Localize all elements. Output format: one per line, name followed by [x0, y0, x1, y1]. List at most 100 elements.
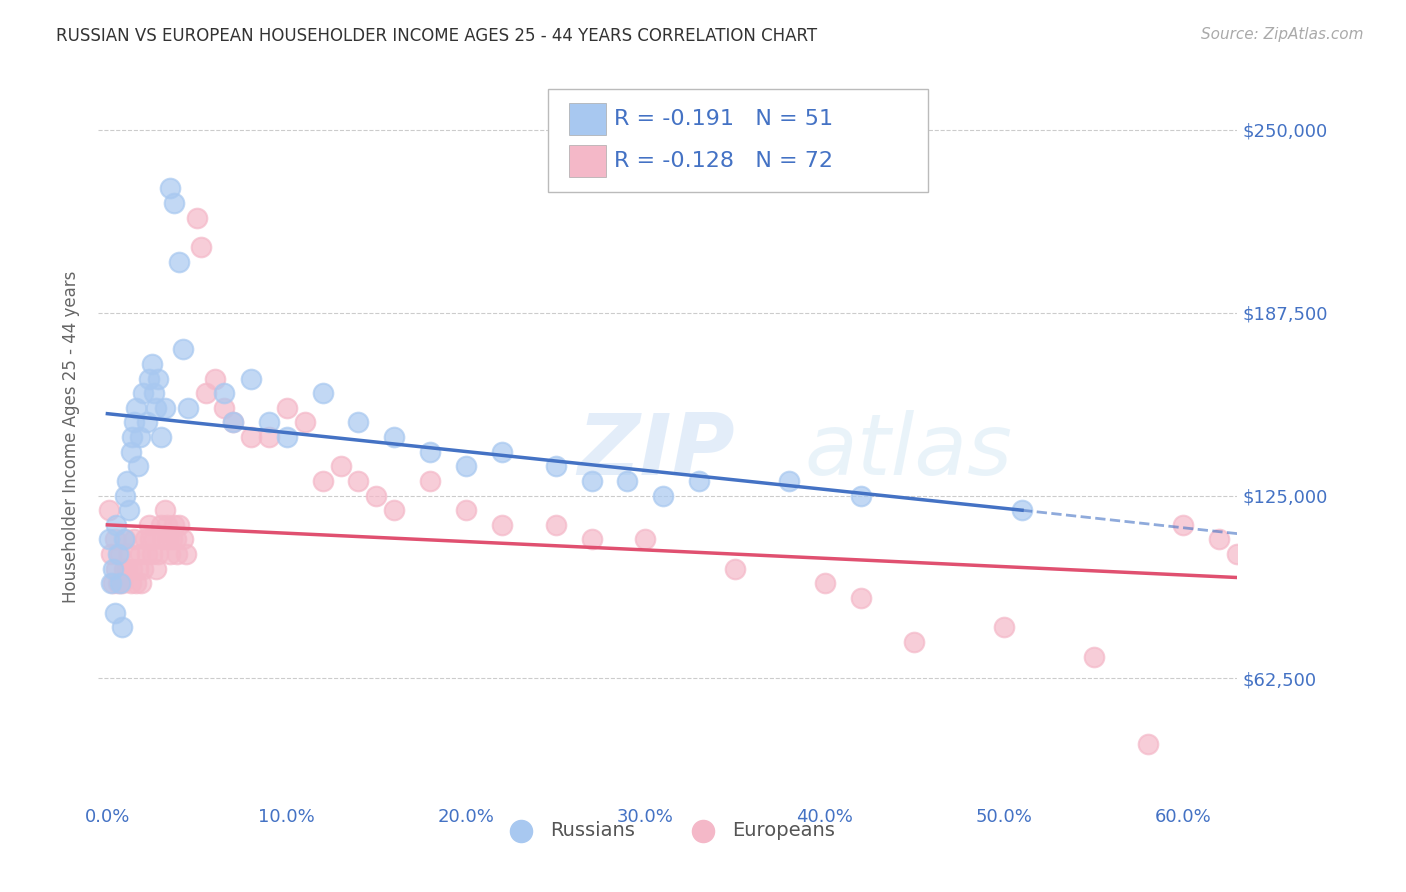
- Point: [127, 459, 149, 474]
- Point: [141, 547, 163, 561]
- Point: [190, 240, 212, 254]
- Point: [212, 401, 235, 415]
- Point: [128, 547, 150, 561]
- Point: [150, 430, 173, 444]
- Point: [159, 181, 181, 195]
- Point: [165, 533, 187, 547]
- Point: [139, 533, 162, 547]
- Point: [688, 474, 710, 488]
- Point: [222, 416, 245, 430]
- Point: [111, 576, 134, 591]
- Point: [157, 533, 180, 547]
- Point: [366, 489, 388, 503]
- Point: [111, 620, 134, 634]
- Point: [121, 430, 143, 444]
- Point: [135, 416, 157, 430]
- Point: [100, 547, 122, 561]
- Point: [167, 254, 190, 268]
- Point: [1226, 547, 1249, 561]
- Point: [491, 517, 513, 532]
- Point: [150, 517, 173, 532]
- Point: [120, 444, 142, 458]
- Point: [153, 401, 176, 415]
- Point: [1011, 503, 1033, 517]
- Point: [125, 401, 148, 415]
- Point: [204, 371, 226, 385]
- Point: [145, 401, 167, 415]
- Point: [239, 371, 262, 385]
- Point: [222, 416, 245, 430]
- Point: [212, 386, 235, 401]
- Point: [329, 459, 352, 474]
- Point: [100, 576, 122, 591]
- Point: [195, 386, 218, 401]
- Point: [1083, 649, 1105, 664]
- Legend: Russians, Europeans: Russians, Europeans: [494, 814, 842, 848]
- Point: [163, 196, 186, 211]
- Text: R = -0.191   N = 51: R = -0.191 N = 51: [614, 109, 834, 128]
- Point: [145, 562, 167, 576]
- Point: [176, 547, 198, 561]
- Point: [112, 562, 135, 576]
- Point: [124, 533, 146, 547]
- Point: [257, 416, 280, 430]
- Point: [112, 533, 135, 547]
- Point: [125, 576, 148, 591]
- Point: [103, 533, 125, 547]
- Point: [311, 474, 333, 488]
- Point: [105, 517, 128, 532]
- Point: [153, 503, 176, 517]
- Point: [177, 401, 200, 415]
- Point: [167, 517, 190, 532]
- Point: [143, 533, 166, 547]
- Point: [132, 386, 155, 401]
- Point: [115, 474, 138, 488]
- Text: R = -0.128   N = 72: R = -0.128 N = 72: [614, 151, 834, 170]
- Point: [121, 562, 143, 576]
- Point: [544, 459, 567, 474]
- Y-axis label: Householder Income Ages 25 - 44 years: Householder Income Ages 25 - 44 years: [62, 271, 80, 603]
- Point: [101, 562, 124, 576]
- Point: [724, 562, 747, 576]
- Point: [294, 416, 316, 430]
- Point: [849, 591, 872, 605]
- Point: [993, 620, 1015, 634]
- Point: [155, 517, 177, 532]
- Point: [419, 444, 441, 458]
- Point: [124, 416, 146, 430]
- Point: [634, 533, 657, 547]
- Point: [1173, 517, 1195, 532]
- Point: [131, 576, 153, 591]
- Point: [581, 533, 603, 547]
- Point: [135, 547, 157, 561]
- Point: [581, 474, 603, 488]
- Point: [118, 547, 141, 561]
- Point: [491, 444, 513, 458]
- Point: [138, 517, 160, 532]
- Point: [103, 606, 125, 620]
- Point: [172, 343, 194, 357]
- Point: [108, 547, 131, 561]
- Point: [105, 562, 128, 576]
- Text: atlas: atlas: [804, 410, 1012, 493]
- Point: [1136, 737, 1159, 751]
- Point: [382, 430, 405, 444]
- Point: [616, 474, 638, 488]
- Point: [98, 503, 121, 517]
- Point: [257, 430, 280, 444]
- Point: [276, 401, 298, 415]
- Point: [311, 386, 333, 401]
- Point: [166, 547, 188, 561]
- Point: [347, 416, 370, 430]
- Point: [101, 576, 124, 591]
- Point: [114, 489, 136, 503]
- Point: [146, 371, 169, 385]
- Point: [115, 562, 138, 576]
- Point: [128, 430, 150, 444]
- Point: [382, 503, 405, 517]
- Point: [132, 562, 155, 576]
- Point: [134, 533, 156, 547]
- Point: [903, 635, 925, 649]
- Point: [107, 576, 129, 591]
- Text: RUSSIAN VS EUROPEAN HOUSEHOLDER INCOME AGES 25 - 44 YEARS CORRELATION CHART: RUSSIAN VS EUROPEAN HOUSEHOLDER INCOME A…: [56, 27, 817, 45]
